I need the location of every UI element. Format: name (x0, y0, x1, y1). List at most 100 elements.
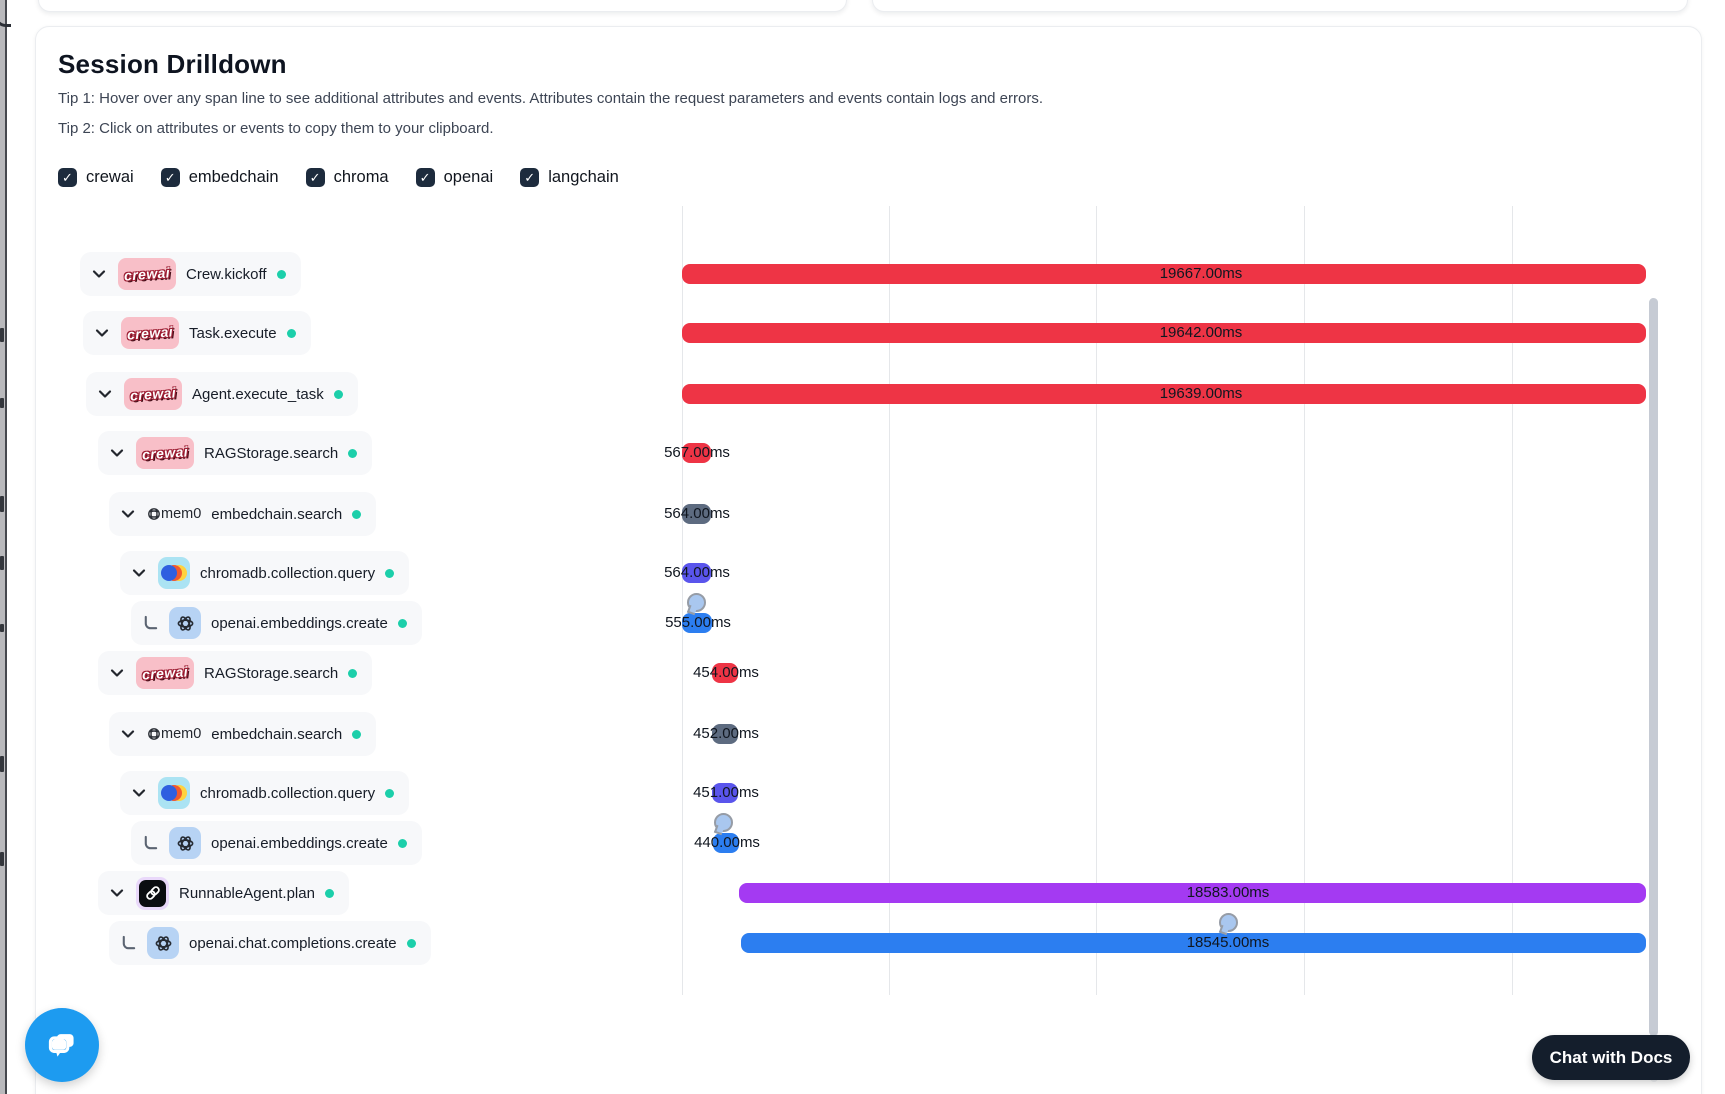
chevron-down-icon[interactable] (109, 665, 126, 681)
span-name: RunnableAgent.plan (179, 884, 315, 902)
span-duration: 19639.00ms (1159, 385, 1243, 402)
span-name: embedchain.search (211, 505, 343, 523)
gridline (1512, 206, 1513, 995)
checkbox-chroma[interactable]: ✓ (305, 168, 325, 187)
checkbox-openai[interactable]: ✓ (415, 168, 435, 187)
chevron-down-icon[interactable] (91, 266, 108, 282)
chat-with-docs-button[interactable]: Chat with Docs (1532, 1035, 1690, 1080)
elbow-icon[interactable] (142, 835, 159, 852)
span-bar[interactable] (682, 613, 712, 633)
event-bubble-icon[interactable] (687, 593, 706, 612)
status-dot (385, 568, 395, 578)
status-dot (324, 888, 334, 898)
tip-1-text: Tip 1: Hover over any span line to see a… (58, 90, 1044, 107)
status-dot (397, 618, 407, 628)
span-name: Agent.execute_task (192, 385, 324, 403)
span-row: openai.embeddings.create 440.00ms (36, 813, 1701, 865)
page-edge-artifact (0, 852, 4, 866)
chevron-down-icon[interactable] (120, 506, 137, 522)
span-bar[interactable] (682, 264, 1646, 284)
chevron-down-icon[interactable] (120, 726, 137, 742)
page-edge-artifact (0, 496, 4, 512)
elbow-icon[interactable] (142, 615, 159, 632)
span-bar[interactable] (682, 384, 1646, 404)
chevron-down-icon[interactable] (109, 445, 126, 461)
span-pill-RAGStorage.search[interactable]: crewai RAGStorage.search (98, 651, 373, 695)
chat-launcher-button[interactable] (25, 1008, 99, 1082)
span-bar[interactable] (741, 933, 1646, 953)
span-row: mem0 embedchain.search 452.00ms (36, 712, 1701, 756)
langchain-logo (136, 876, 169, 910)
span-duration: 555.00ms (665, 614, 731, 631)
event-bubble-icon[interactable] (1219, 913, 1238, 932)
gridline (682, 206, 683, 995)
background-card-left (38, 0, 847, 12)
span-pill-chromadb.collection.query[interactable]: chromadb.collection.query (120, 551, 410, 595)
span-bar[interactable] (712, 783, 738, 803)
elbow-icon[interactable] (120, 935, 137, 952)
span-bar[interactable] (712, 724, 738, 744)
checkbox-embedchain[interactable]: ✓ (160, 168, 180, 187)
waterfall-scrollbar-thumb[interactable] (1649, 298, 1658, 1036)
checkbox-crewai[interactable]: ✓ (58, 168, 77, 187)
openai-logo (169, 607, 201, 639)
span-bar[interactable] (682, 504, 711, 524)
gridline (1304, 206, 1305, 995)
chevron-down-icon[interactable] (109, 885, 126, 901)
span-pill-RunnableAgent.plan[interactable]: RunnableAgent.plan (98, 871, 349, 915)
span-bar[interactable] (682, 323, 1646, 343)
span-name: embedchain.search (211, 725, 343, 743)
span-pill-openai.embeddings.create[interactable]: openai.embeddings.create (131, 821, 422, 865)
span-name: chromadb.collection.query (200, 564, 376, 582)
span-pill-embedchain.search[interactable]: mem0 embedchain.search (109, 712, 377, 756)
chroma-logo (158, 557, 190, 589)
filter-chroma[interactable]: ✓ chroma (305, 168, 389, 187)
span-bar[interactable] (682, 443, 711, 463)
chevron-down-icon[interactable] (94, 325, 111, 341)
filter-langchain[interactable]: ✓ langchain (520, 168, 619, 187)
span-pill-Agent.execute_task[interactable]: crewai Agent.execute_task (86, 372, 358, 416)
filter-embedchain[interactable]: ✓ embedchain (160, 168, 279, 187)
filter-openai[interactable]: ✓ openai (415, 168, 493, 187)
span-pill-Task.execute[interactable]: crewai Task.execute (83, 311, 311, 355)
event-bubble-icon[interactable] (714, 813, 733, 832)
background-card-right (872, 0, 1688, 12)
span-pill-chromadb.collection.query[interactable]: chromadb.collection.query (120, 771, 410, 815)
span-name: RAGStorage.search (204, 444, 339, 462)
span-pill-RAGStorage.search[interactable]: crewai RAGStorage.search (98, 431, 373, 475)
span-pill-embedchain.search[interactable]: mem0 embedchain.search (109, 492, 377, 536)
crewai-logo: crewai (118, 258, 176, 290)
span-pill-openai.chat.completions.create[interactable]: openai.chat.completions.create (109, 921, 431, 965)
openai-logo (169, 827, 201, 859)
chroma-logo (158, 777, 190, 809)
span-bar[interactable] (712, 663, 738, 683)
crewai-logo: crewai (136, 657, 194, 689)
chevron-down-icon[interactable] (131, 565, 148, 581)
span-duration: 18545.00ms (1186, 934, 1270, 951)
span-row: chromadb.collection.query 451.00ms (36, 771, 1701, 815)
filter-crewai[interactable]: ✓ crewai (58, 168, 134, 187)
span-bar[interactable] (739, 883, 1646, 903)
waterfall: crewai Crew.kickoff 19667.00ms crewai Task.e… (36, 27, 1701, 1094)
page-edge-artifact (0, 398, 4, 408)
span-name: Crew.kickoff (186, 265, 267, 283)
span-pill-openai.embeddings.create[interactable]: openai.embeddings.create (131, 601, 422, 645)
checkbox-langchain[interactable]: ✓ (520, 168, 540, 187)
mem0-logo: mem0 (147, 506, 201, 522)
span-row: crewai RAGStorage.search 454.00ms (36, 651, 1701, 695)
span-bar[interactable] (682, 563, 711, 583)
page-edge-artifact (0, 756, 4, 772)
filter-label: chroma (333, 168, 389, 186)
span-duration: 452.00ms (693, 725, 759, 742)
status-dot (385, 788, 395, 798)
span-row: mem0 embedchain.search 564.00ms (36, 492, 1701, 536)
span-duration: 564.00ms (664, 505, 730, 522)
chevron-down-icon[interactable] (97, 386, 114, 402)
span-bar[interactable] (713, 833, 739, 853)
chat-bubbles-icon (44, 1027, 80, 1063)
status-dot (348, 668, 358, 678)
span-name: RAGStorage.search (204, 664, 339, 682)
span-row: RunnableAgent.plan 18583.00ms (36, 871, 1701, 915)
chevron-down-icon[interactable] (131, 785, 148, 801)
span-pill-Crew.kickoff[interactable]: crewai Crew.kickoff (80, 252, 301, 296)
